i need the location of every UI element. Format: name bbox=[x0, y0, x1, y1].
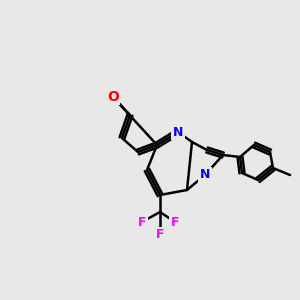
Text: N: N bbox=[173, 125, 183, 139]
Text: N: N bbox=[200, 169, 210, 182]
Text: F: F bbox=[138, 215, 146, 229]
Text: F: F bbox=[156, 229, 164, 242]
Text: F: F bbox=[171, 215, 179, 229]
Text: O: O bbox=[107, 90, 119, 104]
